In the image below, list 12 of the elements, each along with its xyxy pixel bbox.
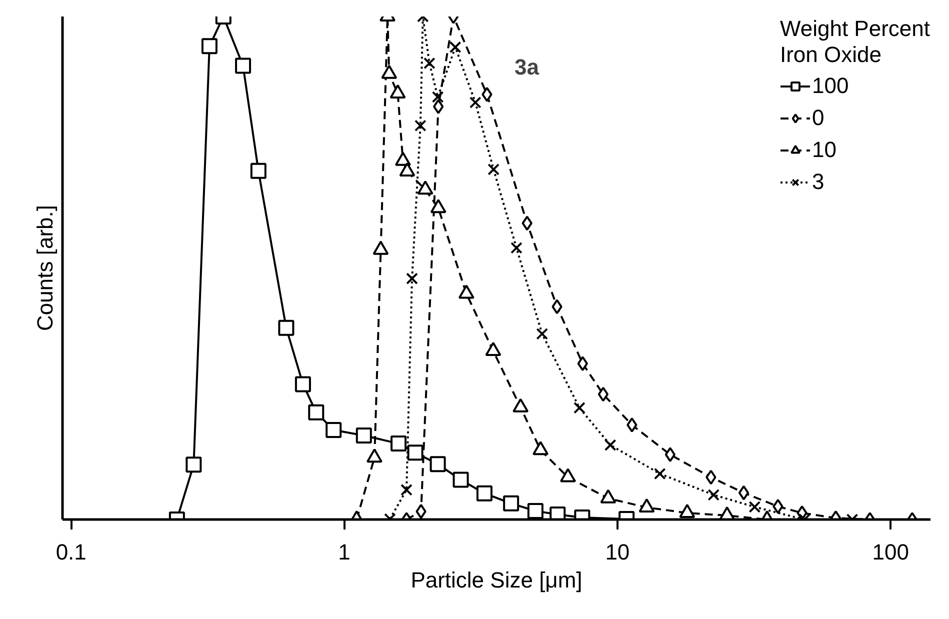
annotation: 3a xyxy=(514,54,540,80)
legend-title: Weight Percent Iron Oxide xyxy=(780,16,930,68)
x-axis-title: Particle Size [μm] xyxy=(410,568,582,592)
y-axis-title: Counts [arb.] xyxy=(32,205,58,331)
legend-label: 0 xyxy=(812,105,826,131)
x-tick-label: 0.1 xyxy=(56,540,86,564)
legend-label: 3 xyxy=(812,169,826,195)
legend-label: 10 xyxy=(812,137,836,163)
legend-label: 100 xyxy=(812,73,849,99)
x-tick-label: 100 xyxy=(872,540,909,564)
x-tick-label: 10 xyxy=(605,540,630,564)
x-tick-label: 1 xyxy=(338,540,350,564)
